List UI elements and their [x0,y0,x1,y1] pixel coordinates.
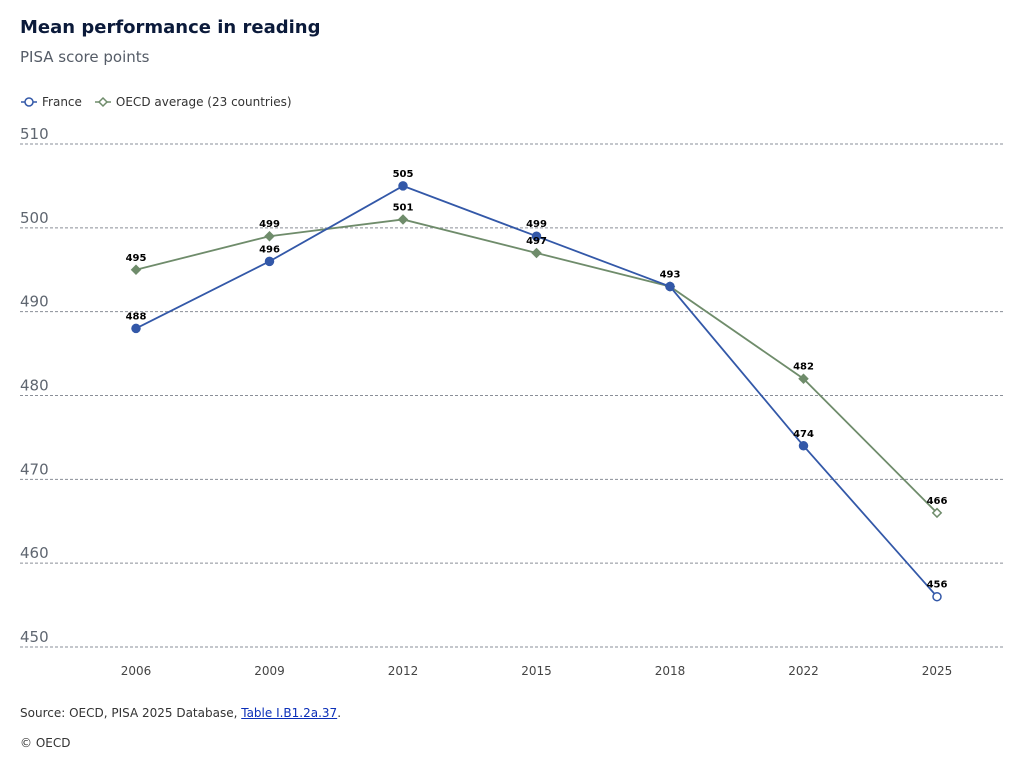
chart-subtitle: PISA score points [20,48,150,66]
data-point [264,230,275,242]
legend-item-france[interactable]: France [20,95,82,109]
data-label: 488 [126,311,147,322]
y-tick-label: 470 [20,460,49,478]
chart-title: Mean performance in reading [20,17,321,38]
y-tick-label: 500 [20,209,49,227]
source-prefix: Source: OECD, PISA 2025 Database, [20,706,242,720]
line-chart: 450 460 470 480 490 500 510 2006 2009 2012 2015 201… [20,125,1003,678]
legend-item-oecd[interactable]: OECD average (23 countries) [94,95,292,109]
data-point [531,247,542,259]
x-tick-label: 2009 [254,664,285,678]
data-point [932,591,942,602]
data-label: 497 [526,236,547,247]
data-point [931,507,943,519]
y-tick-label: 510 [20,125,49,143]
x-tick-label: 2006 [121,664,152,678]
data-point [531,231,542,241]
data-label: 499 [526,219,547,230]
data-point [798,441,809,451]
copyright-note: © OECD [20,736,71,750]
data-label: 482 [793,362,814,373]
x-tick-label: 2018 [655,664,686,678]
data-point [130,264,142,276]
x-tick-label: 2025 [922,664,953,678]
y-tick-label: 460 [20,544,49,562]
data-point [665,281,675,292]
x-tick-label: 2015 [521,664,552,678]
y-tick-label: 490 [20,293,49,311]
data-label: 495 [126,253,147,264]
diamond-marker-icon [94,96,111,108]
source-suffix: . [337,706,342,720]
data-label: 499 [259,219,280,230]
chart-legend: France OECD average (23 countries) [20,95,304,109]
data-point [264,256,275,267]
data-label: 501 [393,202,414,213]
data-point [131,323,141,334]
series-line [135,218,938,514]
y-tick-label: 450 [20,628,49,646]
data-label: 474 [793,429,814,440]
data-label: 466 [927,496,948,507]
legend-label-oecd: OECD average (23 countries) [115,95,292,109]
circle-marker-icon [21,97,37,107]
data-point [398,181,408,191]
data-label: 456 [927,580,948,591]
x-tick-label: 2022 [788,664,819,678]
data-label: 496 [259,244,280,255]
source-note: Source: OECD, PISA 2025 Database, Table … [20,706,341,720]
source-table-link[interactable]: Table I.B1.2a.37 [241,706,338,720]
legend-label-france: France [42,95,82,109]
y-tick-label: 480 [20,377,49,395]
data-label: 505 [393,169,414,180]
data-point [397,214,409,225]
data-point [798,373,809,384]
x-tick-label: 2012 [388,664,419,678]
data-label: 493 [660,270,681,281]
